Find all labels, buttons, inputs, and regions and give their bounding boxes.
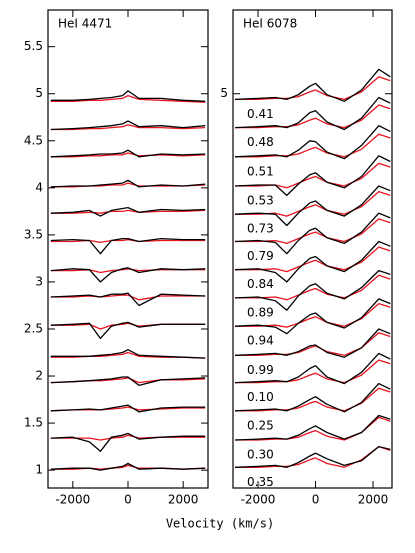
observed-spectrum [50,120,206,131]
phase-label: 0.53 [247,193,274,207]
phase-label: 0.99 [247,363,274,377]
x-tick-label: -2000 [55,493,90,507]
observed-spectrum [234,68,391,102]
model-spectrum [235,133,391,158]
phase-label: 0.30 [247,448,274,462]
phase-label: 0.51 [247,164,274,178]
phase-label: 0.73 [247,222,274,236]
observed-spectrum [234,414,391,441]
model-spectrum [50,294,206,301]
observed-spectrum [50,149,206,158]
y-tick-label: 4.5 [24,133,43,147]
observed-spectrum [50,376,206,387]
x-tick-label: 0 [312,493,320,507]
x-tick-label: 2000 [168,493,199,507]
observed-spectrum [50,432,206,452]
observed-spectrum [50,206,206,217]
observed-spectrum [50,292,206,307]
y-tick-label: 4 [35,180,43,194]
phase-label: 0.84 [247,277,274,291]
model-spectrum [235,76,391,101]
phase-label: 0.35 [247,475,274,489]
model-spectrum [235,359,391,384]
y-tick-label: 5 [35,86,43,100]
model-spectrum [235,387,391,412]
phase-label: 0.94 [247,334,274,348]
model-spectrum [50,209,206,214]
model-spectrum [235,190,391,217]
model-spectrum [235,246,391,273]
panel-title: HeI 6078 [243,17,297,31]
y-tick-label: 3 [35,274,43,288]
observed-spectrum [234,269,391,311]
panel-title: HeI 4471 [58,17,112,31]
model-spectrum [50,124,206,131]
y-tick-label: 1.5 [24,416,43,430]
observed-spectrum [234,445,391,468]
model-spectrum [50,152,206,158]
observed-spectrum [234,352,391,385]
observed-spectrum [50,349,206,359]
model-spectrum [235,302,391,328]
x-axis-label: Velocity (km/s) [166,517,274,531]
x-tick-label: 0 [124,493,132,507]
phase-label: 0.10 [247,390,274,404]
observed-spectrum [50,179,206,188]
model-spectrum [235,104,391,129]
y-tick-label: 5.5 [24,39,43,53]
observed-spectrum [50,90,206,102]
observed-spectrum [234,185,391,227]
observed-spectrum [234,382,391,413]
model-spectrum [235,274,391,301]
observed-spectrum [50,404,206,413]
x-tick-label: -2000 [241,493,276,507]
observed-spectrum [234,155,391,197]
phase-label: 0.79 [247,249,274,263]
observed-spectrum [50,267,206,283]
phase-label: 0.89 [247,305,274,319]
observed-spectrum [234,96,391,131]
phase-label: 0.25 [247,418,274,432]
observed-spectrum [234,212,391,255]
phase-label: 0.48 [247,135,274,149]
observed-spectrum [234,328,391,358]
phase-label: 0.41 [247,107,274,121]
observed-spectrum [50,321,206,340]
observed-spectrum [50,462,206,471]
observed-spectrum [234,125,391,160]
model-spectrum [235,218,391,245]
y-tick-label: 5 [220,86,228,100]
plot-frame [47,9,209,489]
plot-frame [232,9,393,489]
observed-spectrum [50,237,206,255]
x-tick-label: 2000 [358,493,389,507]
y-tick-label: 2.5 [24,321,43,335]
y-tick-label: 2 [35,369,43,383]
observed-spectrum [234,298,391,335]
model-spectrum [50,94,206,103]
y-tick-label: 1 [35,463,43,477]
y-tick-label: 3.5 [24,227,43,241]
observed-spectrum [234,240,391,283]
